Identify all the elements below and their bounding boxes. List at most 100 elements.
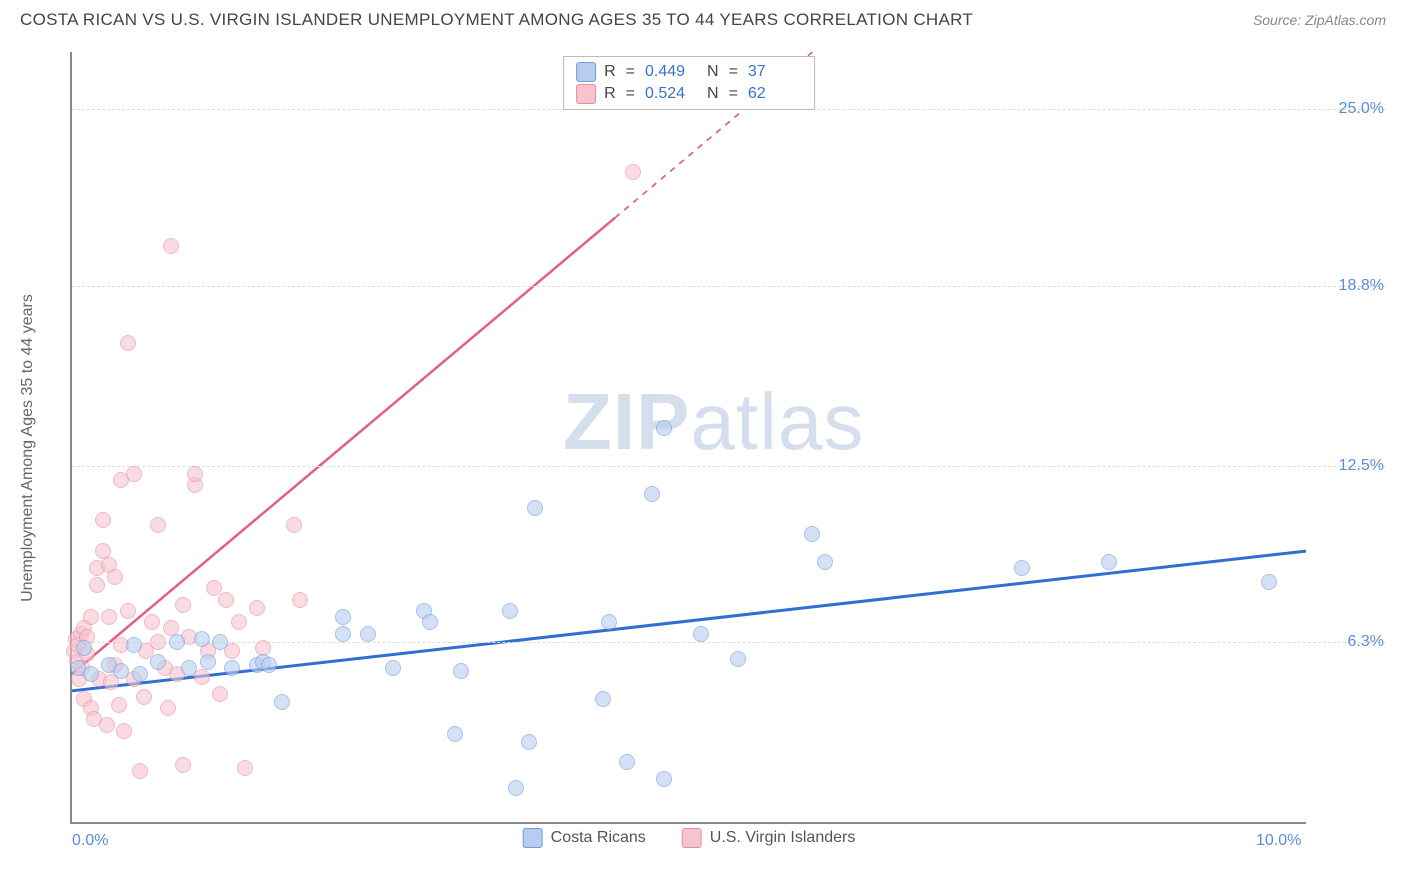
trend-lines-svg (72, 52, 1306, 822)
data-point (200, 654, 216, 670)
data-point (95, 512, 111, 528)
data-point (656, 771, 672, 787)
data-point (335, 626, 351, 642)
legend-swatch-bottom-1 (523, 828, 543, 848)
legend-r-label-2: R (604, 85, 616, 103)
data-point (453, 663, 469, 679)
data-point (116, 723, 132, 739)
data-point (447, 726, 463, 742)
data-point (175, 597, 191, 613)
data-point (1101, 554, 1117, 570)
data-point (595, 691, 611, 707)
legend-eq-1b: = (729, 63, 738, 81)
data-point (169, 634, 185, 650)
data-point (521, 734, 537, 750)
legend-n-value-1: 37 (748, 63, 802, 81)
data-point (120, 603, 136, 619)
data-point (160, 700, 176, 716)
data-point (601, 614, 617, 630)
data-point (150, 634, 166, 650)
legend-swatch-series-1 (576, 62, 596, 82)
data-point (1014, 560, 1030, 576)
legend-eq-1a: = (626, 63, 635, 81)
legend-n-label-2: N (707, 85, 719, 103)
data-point (274, 694, 290, 710)
data-point (360, 626, 376, 642)
data-point (261, 657, 277, 673)
y-tick-label: 6.3% (1314, 633, 1384, 651)
data-point (385, 660, 401, 676)
data-point (175, 757, 191, 773)
data-point (422, 614, 438, 630)
data-point (212, 686, 228, 702)
data-point (527, 500, 543, 516)
legend-name-2: U.S. Virgin Islanders (710, 829, 856, 847)
data-point (644, 486, 660, 502)
legend-row-series-1: R = 0.449 N = 37 (576, 61, 802, 83)
legend-item-series-2: U.S. Virgin Islanders (682, 828, 856, 848)
legend-correlation: R = 0.449 N = 37 R = 0.524 N = 62 (563, 56, 815, 110)
gridline (72, 466, 1386, 467)
data-point (619, 754, 635, 770)
chart-title: COSTA RICAN VS U.S. VIRGIN ISLANDER UNEM… (20, 10, 973, 30)
legend-swatch-bottom-2 (682, 828, 702, 848)
data-point (136, 689, 152, 705)
data-point (111, 697, 127, 713)
data-point (212, 634, 228, 650)
data-point (101, 609, 117, 625)
data-point (150, 517, 166, 533)
legend-r-value-2: 0.524 (645, 85, 699, 103)
data-point (502, 603, 518, 619)
data-point (1261, 574, 1277, 590)
data-point (237, 760, 253, 776)
plot-area: ZIPatlas R = 0.449 N = 37 R = 0.524 N = … (70, 52, 1306, 824)
data-point (194, 631, 210, 647)
legend-n-value-2: 62 (748, 85, 802, 103)
data-point (113, 663, 129, 679)
legend-eq-2b: = (729, 85, 738, 103)
data-point (249, 600, 265, 616)
legend-item-series-1: Costa Ricans (523, 828, 646, 848)
legend-eq-2a: = (626, 85, 635, 103)
chart-header: COSTA RICAN VS U.S. VIRGIN ISLANDER UNEM… (0, 0, 1406, 36)
x-tick-label: 10.0% (1256, 832, 1301, 850)
data-point (656, 420, 672, 436)
data-point (730, 651, 746, 667)
gridline (72, 286, 1386, 287)
data-point (292, 592, 308, 608)
legend-r-value-1: 0.449 (645, 63, 699, 81)
x-tick-label: 0.0% (72, 832, 108, 850)
data-point (126, 466, 142, 482)
data-point (693, 626, 709, 642)
data-point (132, 763, 148, 779)
legend-series-names: Costa Ricans U.S. Virgin Islanders (523, 828, 856, 848)
data-point (804, 526, 820, 542)
data-point (231, 614, 247, 630)
data-point (625, 164, 641, 180)
data-point (224, 660, 240, 676)
data-point (286, 517, 302, 533)
data-point (508, 780, 524, 796)
data-point (335, 609, 351, 625)
data-point (181, 660, 197, 676)
data-point (144, 614, 160, 630)
data-point (817, 554, 833, 570)
legend-r-label-1: R (604, 63, 616, 81)
watermark: ZIPatlas (563, 376, 864, 468)
legend-swatch-series-2 (576, 84, 596, 104)
data-point (107, 569, 123, 585)
chart-source: Source: ZipAtlas.com (1253, 12, 1386, 28)
legend-n-label-1: N (707, 63, 719, 81)
data-point (83, 609, 99, 625)
data-point (132, 666, 148, 682)
data-point (163, 238, 179, 254)
data-point (76, 640, 92, 656)
data-point (89, 577, 105, 593)
watermark-zip: ZIP (563, 377, 690, 466)
data-point (126, 637, 142, 653)
data-point (99, 717, 115, 733)
legend-row-series-2: R = 0.524 N = 62 (576, 83, 802, 105)
data-point (150, 654, 166, 670)
legend-name-1: Costa Ricans (551, 829, 646, 847)
y-tick-label: 18.8% (1314, 277, 1384, 295)
